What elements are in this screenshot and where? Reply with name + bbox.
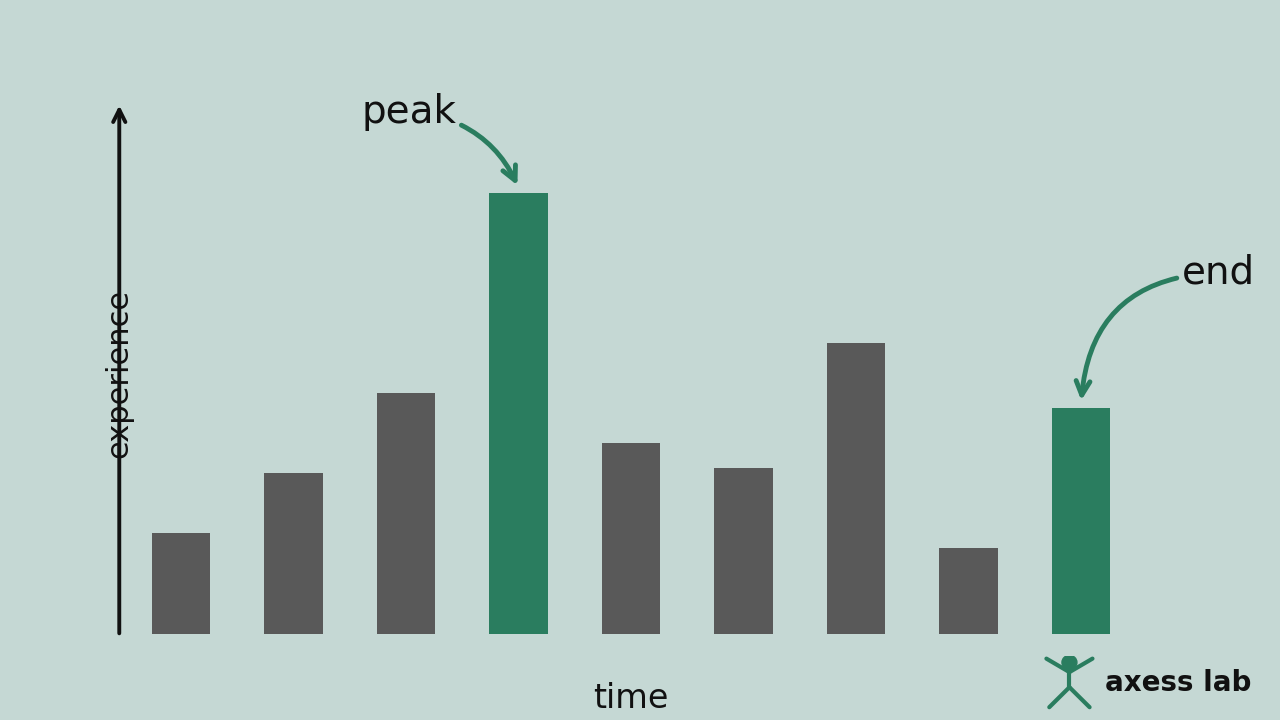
Text: end: end bbox=[1076, 254, 1256, 395]
Circle shape bbox=[1062, 655, 1076, 670]
Bar bbox=[602, 444, 660, 634]
Bar bbox=[152, 534, 210, 634]
Text: axess lab: axess lab bbox=[1105, 669, 1251, 696]
Text: time: time bbox=[594, 683, 668, 715]
Bar bbox=[1052, 408, 1110, 634]
Bar bbox=[714, 468, 773, 634]
Bar bbox=[940, 549, 998, 634]
Bar bbox=[376, 393, 435, 634]
Bar bbox=[827, 343, 886, 634]
Text: experience: experience bbox=[105, 289, 134, 458]
Text: peak: peak bbox=[361, 93, 516, 181]
Bar bbox=[489, 193, 548, 634]
Bar bbox=[265, 473, 323, 634]
